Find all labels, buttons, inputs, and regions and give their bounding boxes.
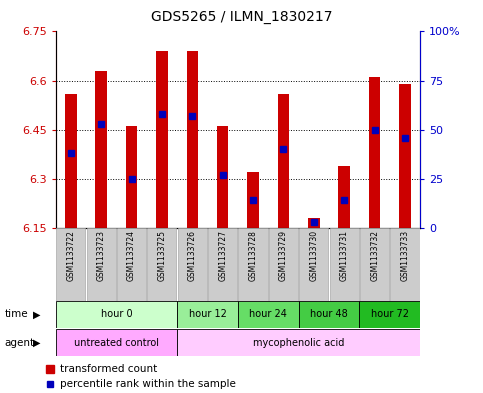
Bar <box>238 301 298 328</box>
Text: GSM1133732: GSM1133732 <box>370 230 379 281</box>
Text: hour 0: hour 0 <box>100 309 132 320</box>
Bar <box>56 301 177 328</box>
Bar <box>278 94 289 228</box>
Bar <box>177 329 420 356</box>
Bar <box>298 301 359 328</box>
Bar <box>399 84 411 228</box>
Text: untreated control: untreated control <box>74 338 159 348</box>
Bar <box>247 172 259 228</box>
Bar <box>299 228 328 301</box>
Bar <box>95 71 107 228</box>
Bar <box>126 127 137 228</box>
Bar <box>359 301 420 328</box>
Text: hour 48: hour 48 <box>310 309 348 320</box>
Bar <box>56 228 85 301</box>
Text: ▶: ▶ <box>33 338 41 348</box>
Bar <box>339 166 350 228</box>
Text: GSM1133725: GSM1133725 <box>157 230 167 281</box>
Bar <box>65 94 76 228</box>
Bar <box>308 218 320 228</box>
Text: agent: agent <box>5 338 35 348</box>
Bar <box>217 127 228 228</box>
Text: GSM1133731: GSM1133731 <box>340 230 349 281</box>
Text: hour 72: hour 72 <box>371 309 409 320</box>
Text: GSM1133729: GSM1133729 <box>279 230 288 281</box>
Text: GSM1133723: GSM1133723 <box>97 230 106 281</box>
Bar <box>56 329 177 356</box>
Text: GSM1133733: GSM1133733 <box>400 230 410 281</box>
Text: transformed count: transformed count <box>60 364 158 374</box>
Bar <box>156 51 168 228</box>
Text: hour 24: hour 24 <box>249 309 287 320</box>
Bar <box>147 228 176 301</box>
Bar <box>330 228 359 301</box>
Text: percentile rank within the sample: percentile rank within the sample <box>60 379 236 389</box>
Text: GSM1133727: GSM1133727 <box>218 230 227 281</box>
Bar <box>178 228 207 301</box>
Text: GSM1133730: GSM1133730 <box>309 230 318 281</box>
Bar <box>360 228 389 301</box>
Text: GDS5265 / ILMN_1830217: GDS5265 / ILMN_1830217 <box>151 10 332 24</box>
Text: GSM1133728: GSM1133728 <box>249 230 257 281</box>
Text: GSM1133724: GSM1133724 <box>127 230 136 281</box>
Text: hour 12: hour 12 <box>188 309 227 320</box>
Bar <box>117 228 146 301</box>
Bar <box>369 77 381 228</box>
Bar <box>177 301 238 328</box>
Bar <box>269 228 298 301</box>
Bar <box>239 228 268 301</box>
Bar <box>186 51 198 228</box>
Bar <box>390 228 420 301</box>
Text: ▶: ▶ <box>33 309 41 320</box>
Text: GSM1133722: GSM1133722 <box>66 230 75 281</box>
Text: GSM1133726: GSM1133726 <box>188 230 197 281</box>
Bar <box>208 228 237 301</box>
Bar <box>86 228 116 301</box>
Text: mycophenolic acid: mycophenolic acid <box>253 338 344 348</box>
Text: time: time <box>5 309 28 320</box>
